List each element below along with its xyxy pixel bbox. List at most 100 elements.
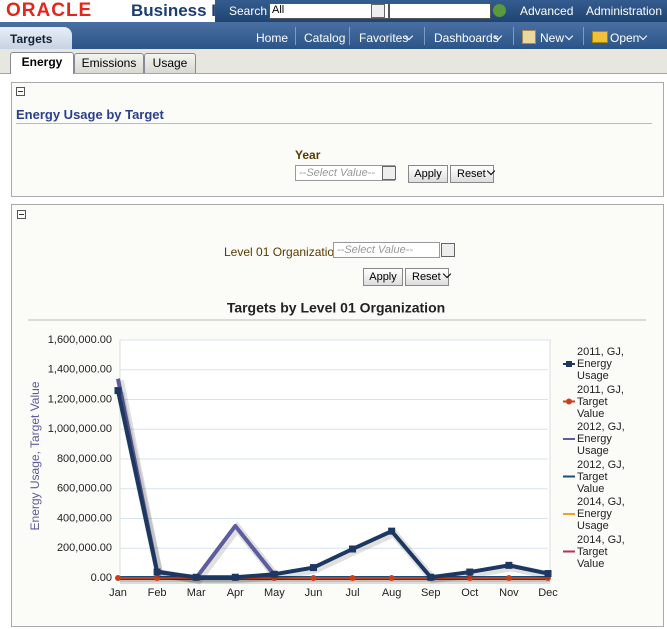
- y-tick-label: 800,000.00: [57, 453, 112, 465]
- legend-label: 2011, GJ, Target Value: [577, 383, 624, 420]
- y-tick-label: 1,200,000.00: [48, 393, 112, 405]
- x-tick-label: Mar: [187, 587, 206, 599]
- section-title: Energy Usage by Target: [16, 107, 164, 122]
- energy-tab[interactable]: Energy: [10, 52, 74, 74]
- separator: [583, 27, 584, 45]
- point-marker: [349, 545, 357, 553]
- point-marker: [427, 573, 435, 581]
- series-line: [116, 390, 549, 580]
- divider: [16, 123, 652, 124]
- prompt-label: Year: [295, 148, 321, 162]
- x-tick-label: Jul: [346, 587, 360, 599]
- x-tick-label: Jun: [305, 587, 323, 599]
- point-marker: [115, 575, 121, 581]
- legend-item: 2011, GJ, Energy Usage: [577, 346, 624, 382]
- legend-marker: [566, 398, 572, 405]
- search-scope[interactable]: All: [269, 3, 389, 19]
- year-select[interactable]: --Select Value--: [295, 165, 395, 181]
- collapse-button[interactable]: [17, 210, 26, 219]
- point-marker: [310, 575, 317, 581]
- y-axis-label: Energy Usage, Target Value: [28, 381, 42, 530]
- dropdown-button[interactable]: [371, 4, 385, 18]
- dropdown-button[interactable]: [382, 166, 396, 180]
- point-marker: [349, 575, 356, 581]
- search-label: Search: [229, 4, 268, 18]
- dropdown-button[interactable]: [441, 243, 455, 257]
- search-go[interactable]: [493, 4, 506, 17]
- point-marker: [388, 575, 395, 581]
- logo: ORACLE: [6, 0, 93, 21]
- x-tick-label: Sep: [421, 587, 441, 599]
- legend-item: 2012, GJ, Target Value: [577, 458, 625, 495]
- legend-item: 2012, GJ, Energy Usage: [577, 421, 625, 457]
- legend-item: 2011, GJ, Target Value: [577, 383, 624, 420]
- y-tick-label: 1,400,000.00: [48, 364, 112, 376]
- y-tick-label: 400,000.00: [57, 512, 112, 524]
- org-select[interactable]: --Select Value--: [333, 242, 440, 258]
- legend-label: 2014, GJ, Target Value: [577, 533, 625, 570]
- reset-button[interactable]: Reset: [450, 165, 494, 183]
- x-tick-label: Aug: [382, 587, 402, 599]
- app-title: Business I: [131, 1, 217, 20]
- point-marker: [505, 561, 513, 569]
- x-tick-label: May: [264, 587, 285, 599]
- nav-bar: [0, 22, 667, 49]
- x-tick-label: Apr: [227, 587, 244, 599]
- separator: [424, 27, 425, 45]
- targets-tab[interactable]: [0, 27, 72, 49]
- separator: [349, 27, 350, 45]
- search-input[interactable]: [389, 3, 491, 19]
- legend-item: 2014, GJ, Energy Usage: [577, 496, 625, 532]
- legend-label: 2012, GJ, Energy Usage: [577, 421, 625, 457]
- point-marker: [192, 573, 200, 581]
- advanced-link[interactable]: Advanced: [520, 4, 574, 18]
- usage-tab[interactable]: Usage: [144, 53, 196, 73]
- y-tick-label: 1,000,000.00: [48, 423, 112, 435]
- x-tick-label: Nov: [499, 587, 519, 599]
- targets-tab-label[interactable]: Targets: [10, 32, 53, 46]
- legend-marker: [566, 361, 572, 367]
- chart-title: Targets by Level 01 Organization: [227, 300, 445, 316]
- reset-button[interactable]: Reset: [405, 268, 449, 286]
- x-tick-label: Dec: [538, 587, 558, 599]
- point-marker: [231, 573, 239, 581]
- legend-label: 2011, GJ, Energy Usage: [577, 346, 624, 382]
- point-marker: [114, 387, 122, 395]
- point-marker: [309, 564, 317, 572]
- point-marker: [153, 568, 161, 576]
- home-link[interactable]: Home: [256, 31, 289, 45]
- point-marker: [388, 527, 396, 535]
- y-tick-label: 200,000.00: [57, 542, 112, 554]
- point-marker: [466, 568, 474, 576]
- legend-label: 2014, GJ, Energy Usage: [577, 496, 625, 532]
- open-link[interactable]: Open: [610, 31, 640, 45]
- separator: [513, 27, 514, 45]
- prompt-label: Level 01 Organization: [224, 245, 341, 259]
- y-tick-label: 0.00: [91, 572, 112, 584]
- dashboards-link[interactable]: Dashboards: [434, 31, 499, 45]
- apply-button[interactable]: Apply: [363, 268, 403, 286]
- separator: [295, 27, 296, 45]
- favorites-link[interactable]: Favorites: [359, 31, 409, 45]
- y-tick-label: 600,000.00: [57, 483, 112, 495]
- x-tick-label: Feb: [148, 587, 167, 599]
- collapse-button[interactable]: [16, 87, 25, 96]
- point-marker: [154, 575, 161, 581]
- point-marker: [544, 570, 552, 578]
- open-icon: [592, 31, 608, 43]
- y-tick-label: 1,600,000.00: [48, 334, 112, 346]
- legend-label: 2012, GJ, Target Value: [577, 458, 625, 495]
- apply-button[interactable]: Apply: [408, 165, 448, 183]
- legend-item: 2014, GJ, Target Value: [577, 533, 625, 570]
- catalog-link[interactable]: Catalog: [304, 31, 346, 45]
- x-tick-label: Oct: [461, 587, 478, 599]
- point-marker: [505, 575, 512, 581]
- administration-link[interactable]: Administration: [586, 4, 663, 18]
- point-marker: [270, 570, 278, 578]
- new-link[interactable]: New: [540, 31, 565, 45]
- point-marker: [466, 575, 473, 581]
- emissions-tab[interactable]: Emissions: [74, 53, 144, 73]
- x-tick-label: Jan: [109, 587, 127, 599]
